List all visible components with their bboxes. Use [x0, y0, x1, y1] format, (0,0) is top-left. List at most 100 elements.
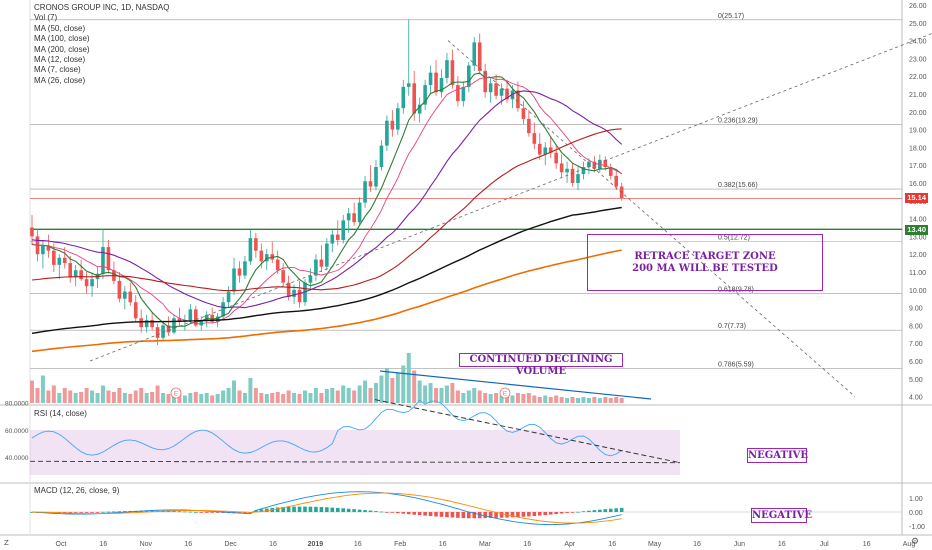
candle-body — [221, 302, 225, 317]
fib-level-label: 0.382(15.66) — [718, 182, 758, 189]
price-tick-label: 5.00 — [909, 377, 923, 384]
candle-body — [494, 83, 498, 96]
macd-histogram-bar — [570, 512, 575, 513]
volume-bar — [423, 385, 428, 403]
macd-histogram-bar — [494, 512, 498, 518]
volume-bar — [335, 390, 340, 403]
legend-ma50: MA (50, close) — [34, 23, 86, 33]
time-tick-label: 16 — [693, 541, 701, 548]
timezone-icon[interactable]: Z — [4, 539, 9, 547]
volume-bar — [161, 393, 166, 403]
volume-bar — [199, 394, 204, 403]
price-tick-label: 19.00 — [909, 128, 927, 135]
rsi-baseline — [29, 460, 681, 464]
axes: 26.00 25.00 24.00 23.00 22.00 21.00 20.00 19.00… — [5, 3, 927, 548]
candle-body — [406, 83, 411, 87]
macd-histogram-bar — [472, 512, 477, 519]
macd-histogram-bar — [84, 512, 89, 513]
ma50-line — [31, 128, 622, 292]
volume-bar — [483, 393, 488, 403]
candle-body — [614, 175, 619, 187]
volume-bar — [412, 370, 417, 403]
candle-body — [248, 238, 253, 262]
volume-bars — [30, 353, 624, 403]
earnings-marker — [499, 387, 511, 399]
macd-histogram-bar — [532, 512, 537, 516]
macd-histogram-bar — [357, 509, 362, 512]
macd-histogram-bar — [166, 510, 171, 512]
volume-bar — [499, 395, 504, 403]
volume-bar — [221, 390, 226, 403]
candle-body — [226, 291, 231, 303]
candle-body — [101, 247, 105, 274]
candle-body — [73, 270, 78, 278]
macd-histogram-bar — [483, 512, 487, 519]
volume-trendline — [379, 370, 652, 400]
candle-body — [477, 42, 482, 71]
time-tick-label: 16 — [863, 541, 871, 548]
rsi-label: RSI (14, close) — [34, 409, 87, 418]
volume-bar — [395, 373, 400, 403]
gear-icon[interactable]: ⚙ — [911, 537, 920, 547]
macd-histogram-bar — [95, 512, 100, 513]
candle-body — [254, 238, 258, 251]
candle-body — [374, 166, 378, 187]
macd-histogram-bar — [603, 509, 608, 512]
macd-histogram-bar — [450, 512, 455, 518]
volume-annotation[interactable]: CONTINUED DECLINING VOLUME — [459, 353, 623, 377]
macd-histogram-bar — [303, 506, 307, 512]
macd-histogram-bar — [237, 512, 242, 514]
macd-histogram-bar — [243, 512, 247, 514]
volume-bar — [232, 380, 237, 403]
candle-body — [68, 263, 73, 278]
candle-body — [576, 174, 580, 183]
volume-bar — [554, 395, 559, 403]
earnings-marker-label: E — [174, 391, 179, 398]
volume-bar — [543, 395, 548, 403]
macd-histogram-bar — [374, 511, 378, 512]
candle-body — [259, 250, 264, 262]
rsi-line — [31, 399, 622, 457]
fib-level-label: 0.786(5.59) — [718, 361, 754, 368]
volume-bar — [303, 390, 307, 403]
volume-bar — [455, 390, 460, 403]
macd-histogram-bar — [106, 511, 111, 513]
macd-histogram-bar — [428, 512, 433, 517]
macd-histogram-bar — [477, 512, 482, 519]
volume-bar — [592, 397, 597, 403]
macd-histogram-bar — [565, 512, 569, 513]
macd-histogram-bar — [390, 512, 395, 513]
candle-body — [363, 181, 367, 203]
macd-histogram-bar — [543, 512, 548, 516]
volume-bar — [373, 383, 378, 403]
candle-body — [521, 108, 526, 119]
volume-bar — [270, 393, 275, 403]
volume-bar — [510, 395, 515, 403]
macd-histogram-bar — [68, 512, 73, 513]
retrace-line2: 200 MA WILL BE TESTED — [632, 263, 778, 274]
candle-body — [608, 166, 613, 176]
price-tick-label: 24.00 — [909, 39, 927, 46]
candle-body — [456, 85, 460, 102]
macd-histogram-bar — [406, 512, 411, 515]
volume-bar — [106, 390, 111, 403]
candle-body — [292, 289, 296, 297]
macd-histogram-bar — [619, 507, 624, 512]
macd-label: MACD (12, 26, close, 9) — [34, 486, 120, 495]
rsi-annotation[interactable]: NEGATIVE — [747, 448, 809, 463]
legend-ma200: MA (200, close) — [34, 44, 90, 54]
candle-body — [330, 234, 335, 244]
volume-bar — [144, 393, 149, 403]
candle-body — [215, 316, 220, 322]
volume-bar — [79, 392, 84, 403]
macd-histogram-bar — [308, 506, 313, 512]
retrace-annotation[interactable]: RETRACE TARGET ZONE 200 MA WILL BE TESTE… — [587, 234, 823, 291]
volume-bar — [619, 398, 624, 403]
macd-histogram-bar — [325, 507, 329, 512]
volume-bar — [182, 395, 187, 403]
volume-bar — [581, 397, 586, 403]
volume-bar — [46, 390, 51, 403]
ma26-line — [31, 90, 623, 309]
macd-annotation[interactable]: NEGATIVE — [751, 508, 813, 523]
